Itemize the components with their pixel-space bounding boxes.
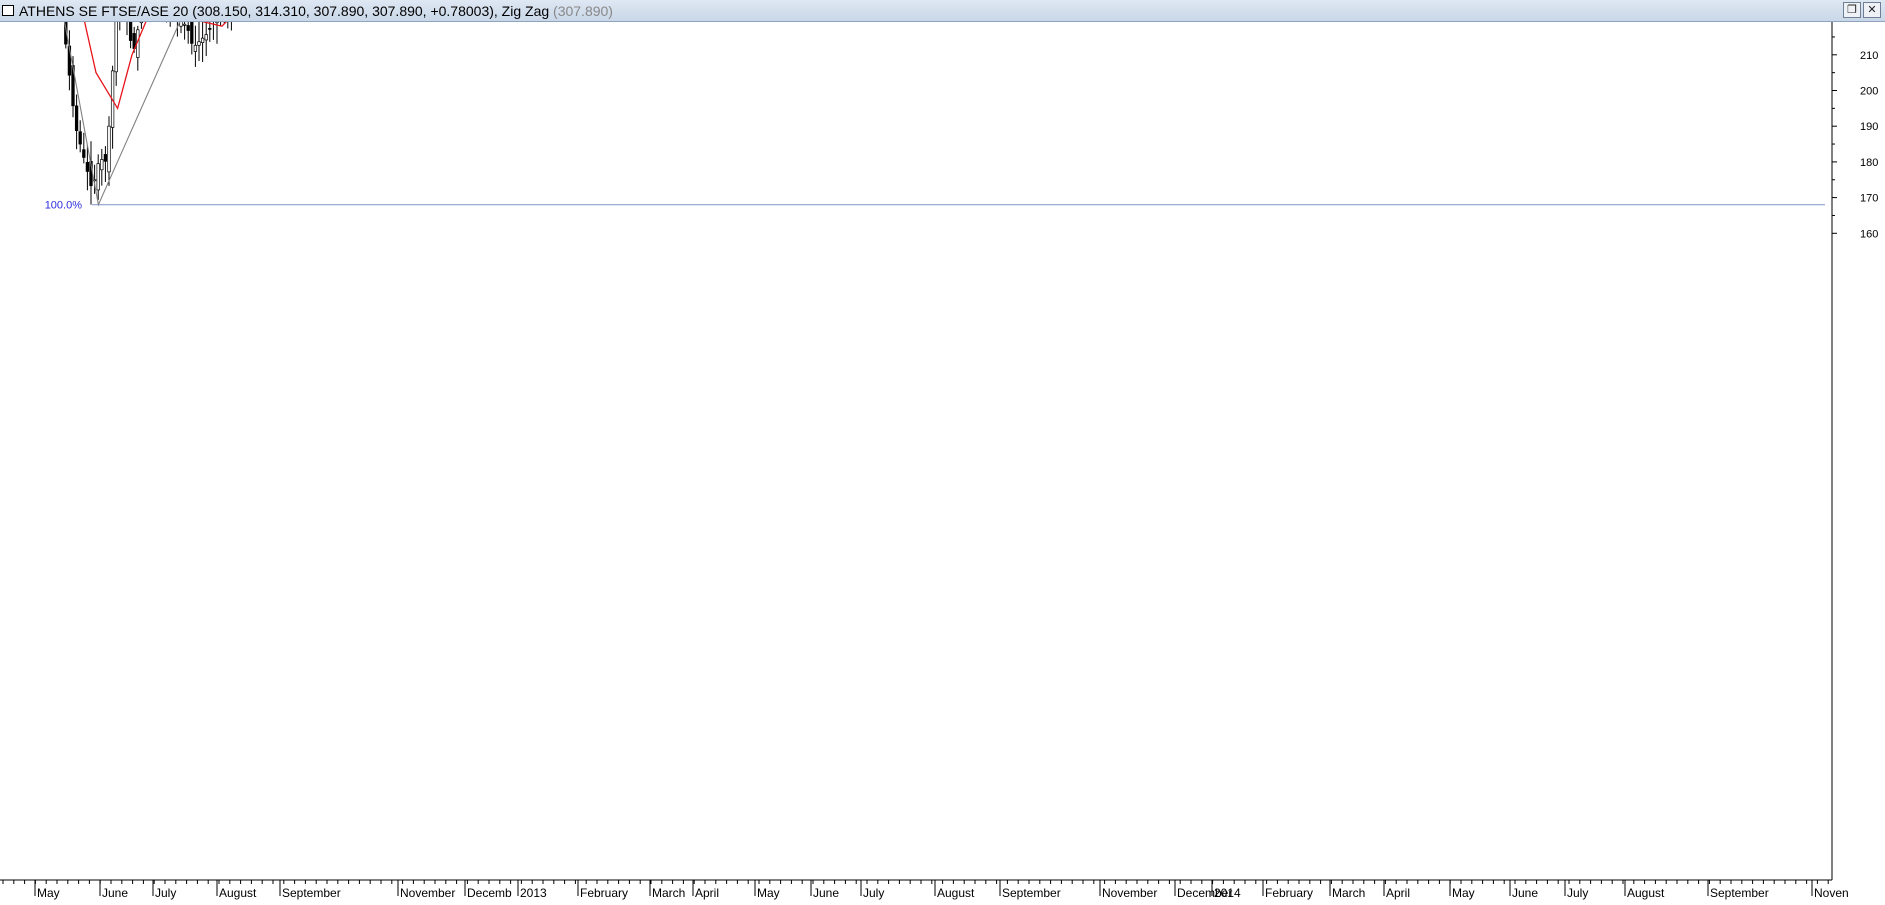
window-icon <box>2 5 14 16</box>
candle-body <box>179 22 183 27</box>
restore-button[interactable]: ❐ <box>1843 2 1861 18</box>
time-axis-label: July <box>863 886 884 900</box>
time-axis-label: November <box>400 886 455 900</box>
time-axis-label: December <box>1177 886 1232 900</box>
ohlc-readout: (308.150, 314.310, 307.890, 307.890, +0.… <box>192 3 550 19</box>
time-axis-label: August <box>219 886 257 900</box>
candle-body <box>85 162 90 172</box>
candle-body <box>200 37 205 43</box>
time-axis-label: May <box>757 886 780 900</box>
candle-body <box>193 44 198 52</box>
candle-body <box>114 22 118 73</box>
time-axis-label: March <box>1332 886 1365 900</box>
time-axis-label: 2013 <box>520 886 547 900</box>
time-axis-label: June <box>102 886 128 900</box>
time-axis-label: August <box>937 886 975 900</box>
candle-body <box>182 23 187 26</box>
candle-body <box>204 34 208 41</box>
price-axis-label: 170 <box>1860 193 1878 205</box>
time-axis-label: April <box>1386 886 1410 900</box>
price-axis-label: 190 <box>1860 121 1878 133</box>
indicator-lines-layer <box>64 22 227 207</box>
time-axis-label: June <box>1512 886 1538 900</box>
candle-body <box>82 149 86 158</box>
time-axis-label: April <box>695 886 719 900</box>
price-axis-label: 210 <box>1860 50 1878 62</box>
candle-body <box>139 22 144 24</box>
candle-body <box>96 163 100 191</box>
time-axis-label: February <box>580 886 628 900</box>
zigzag-line <box>64 22 181 207</box>
candle-body <box>92 179 97 182</box>
close-button[interactable]: ✕ <box>1863 2 1881 18</box>
time-axis-label: 2014 <box>1214 886 1241 900</box>
price-chart[interactable]: 0.0%23.6%38.2%61.8%100.0%100.0%61.8%38.2… <box>0 22 1885 905</box>
time-axis-label: September <box>1002 886 1061 900</box>
candle-body <box>103 154 108 162</box>
candle-body <box>208 28 212 30</box>
candle-body <box>197 41 201 46</box>
fib-left-level-label: 100.0% <box>45 200 83 212</box>
time-axis-label: Noven <box>1814 886 1849 900</box>
zigzag-value: (307.890) <box>553 3 613 19</box>
price-axis-label: 180 <box>1860 157 1878 169</box>
title-bar: ATHENS SE FTSE/ASE 20 (308.150, 314.310,… <box>0 0 1885 22</box>
time-axis-label: September <box>1710 886 1769 900</box>
candle-body <box>100 159 104 171</box>
chart-title: ATHENS SE FTSE/ASE 20 (308.150, 314.310,… <box>19 3 613 19</box>
time-axis-label: May <box>1452 886 1475 900</box>
time-axis-label: Decemb <box>467 886 512 900</box>
fibonacci-layer: 0.0%23.6%38.2%61.8%100.0%100.0%61.8%38.2… <box>45 200 1825 212</box>
candlesticks-layer <box>64 22 232 205</box>
time-axis-label: July <box>1567 886 1588 900</box>
price-axis-label: 160 <box>1860 228 1878 240</box>
candle-body <box>107 125 111 173</box>
candle-body <box>64 22 68 45</box>
candle-body <box>128 22 133 41</box>
time-axis-label: June <box>813 886 839 900</box>
symbol-name: ATHENS SE FTSE/ASE 20 <box>19 3 189 19</box>
candle-body <box>74 105 79 132</box>
time-axis-label: May <box>37 886 60 900</box>
price-axis-label: 200 <box>1860 86 1878 98</box>
time-axis-label: July <box>155 886 176 900</box>
time-axis-label: September <box>282 886 341 900</box>
price-axis: 160170180190200210307.890 <box>1831 22 1878 880</box>
candle-body <box>215 22 219 24</box>
time-axis-label: November <box>1102 886 1157 900</box>
candle-body <box>78 131 82 145</box>
time-axis-label: February <box>1265 886 1313 900</box>
candle-body <box>190 22 194 44</box>
time-axis-label: August <box>1627 886 1665 900</box>
time-axis: May June July August September November Decemb… <box>0 879 1849 900</box>
time-axis-label: March <box>652 886 685 900</box>
fast-moving-average-line <box>83 22 227 111</box>
candle-body <box>186 25 190 31</box>
